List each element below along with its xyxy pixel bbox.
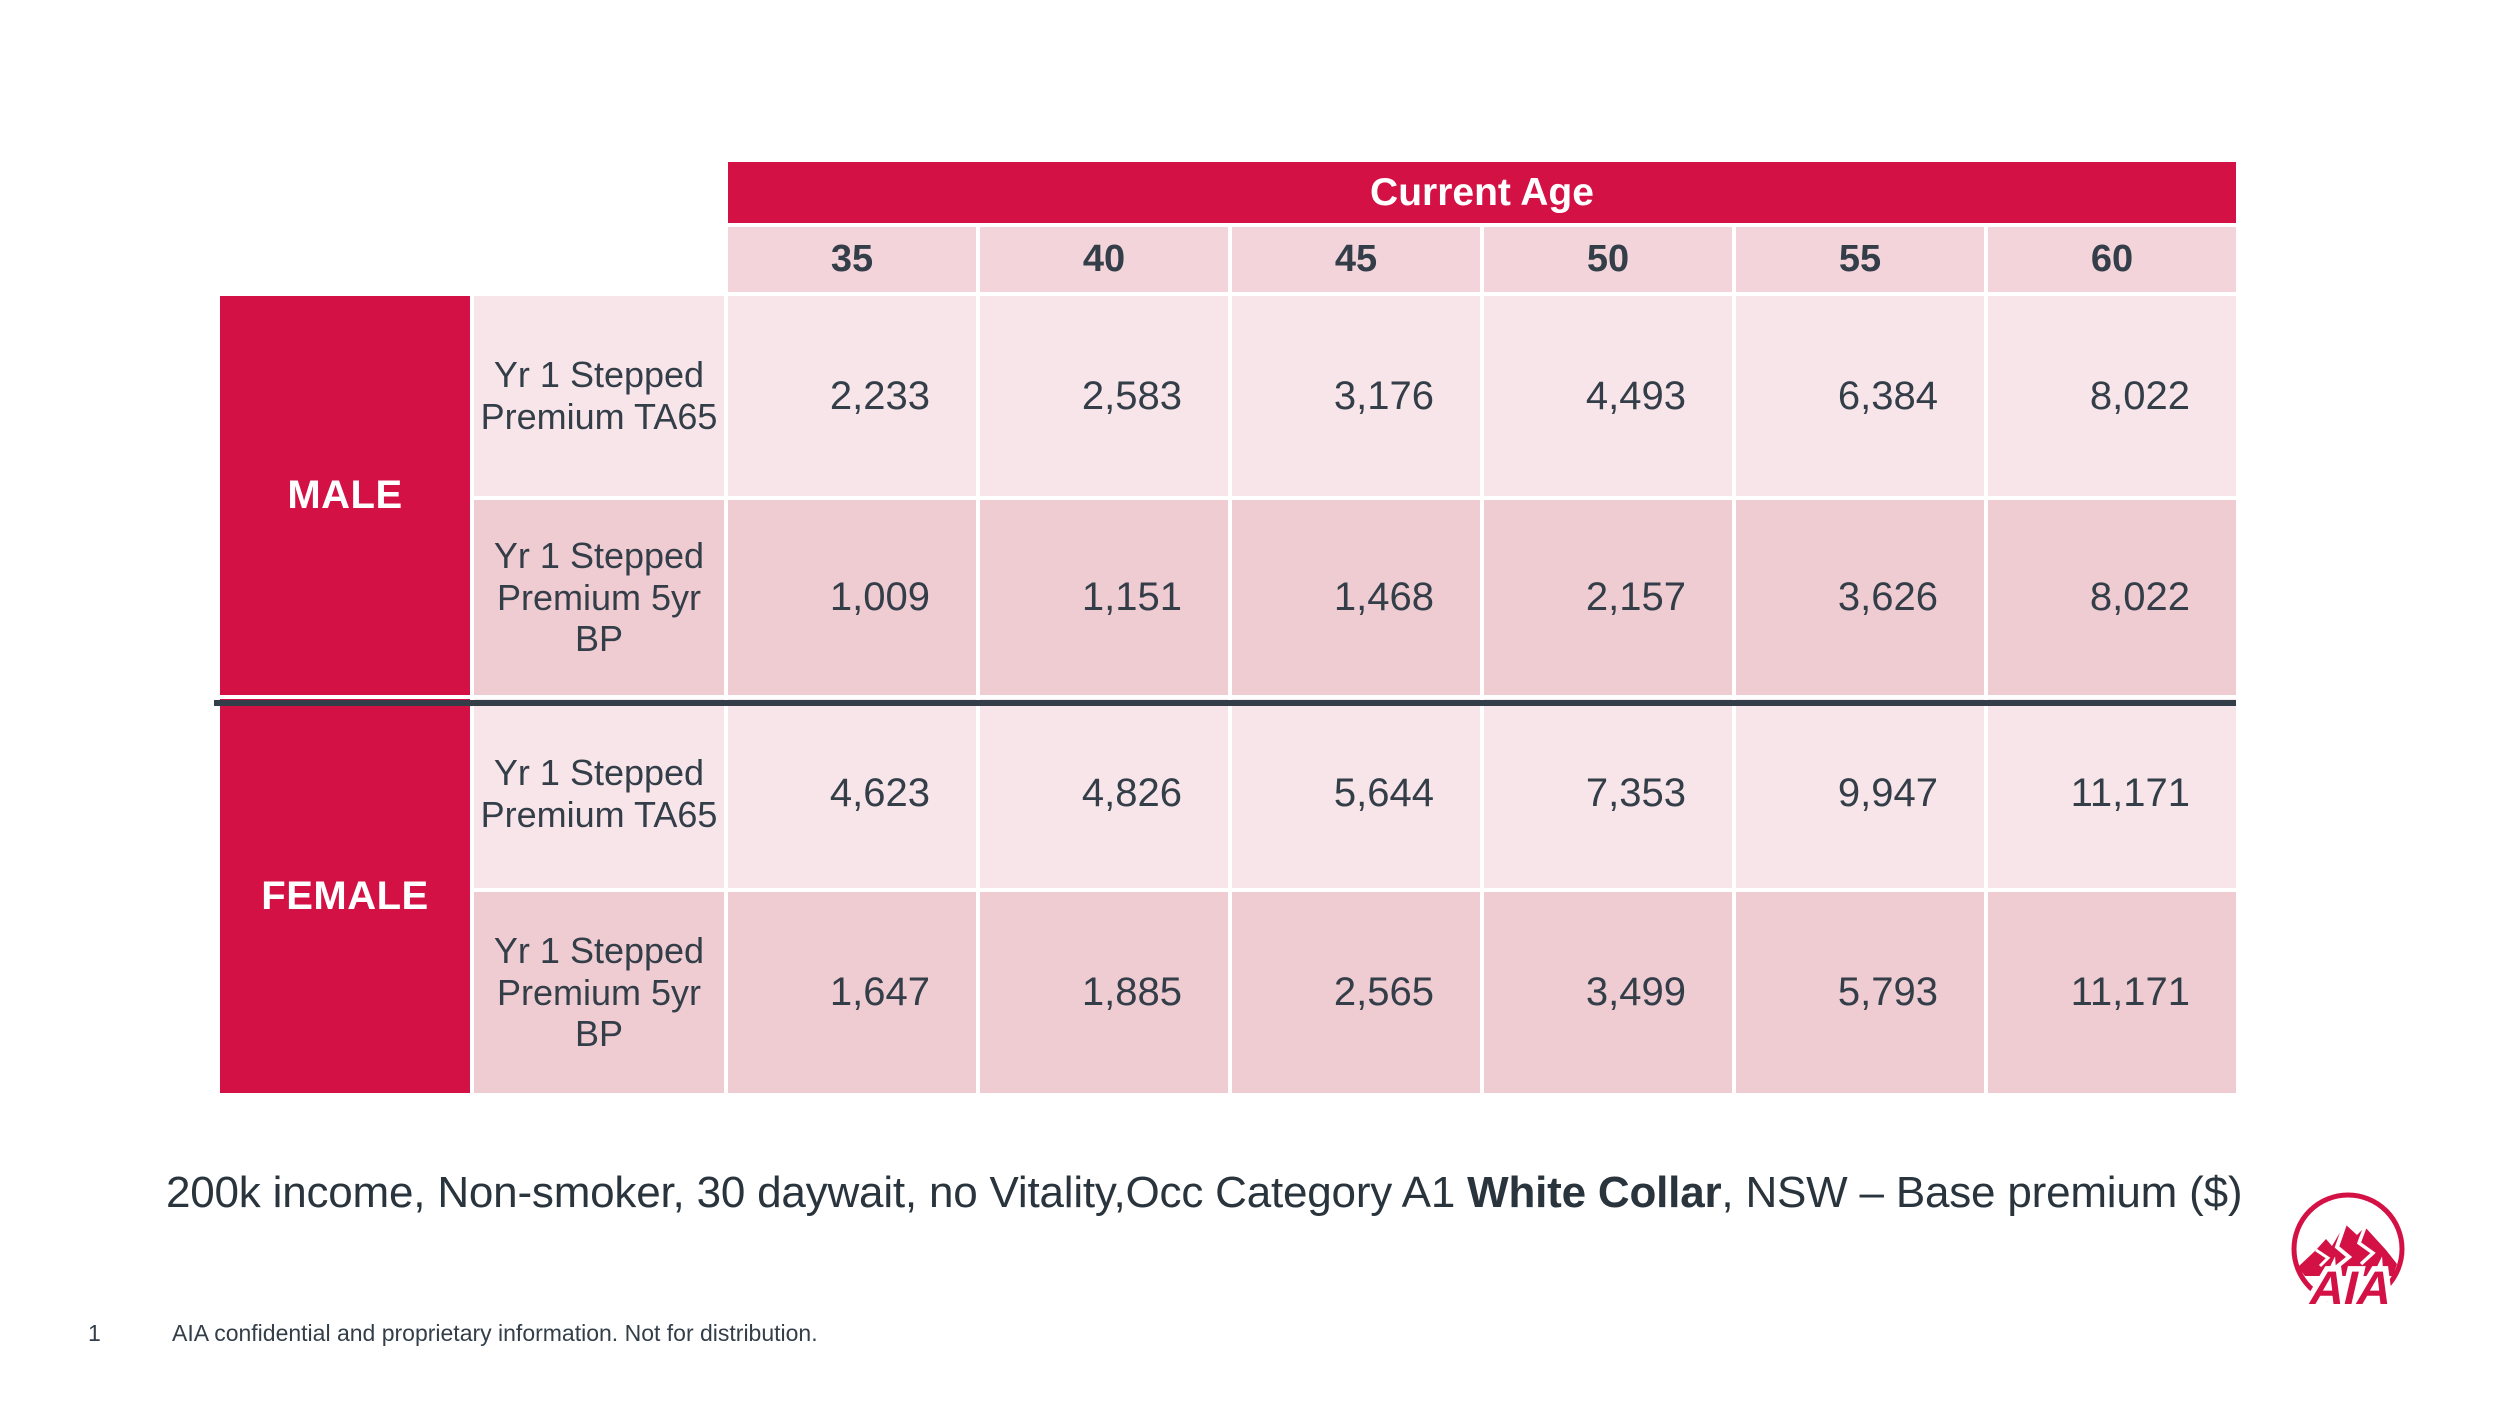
premium-value: 4,623 <box>728 699 976 888</box>
row-label: Yr 1 Stepped Premium TA65 <box>474 296 724 496</box>
premium-value: 1,647 <box>728 892 976 1093</box>
current-age-header: Current Age <box>728 162 2236 223</box>
premium-value: 4,826 <box>980 699 1228 888</box>
aia-logo: AIA <box>2283 1190 2413 1324</box>
age-column-header: 55 <box>1736 227 1984 292</box>
premium-value: 2,565 <box>1232 892 1480 1093</box>
assumptions-caption: 200k income, Non-smoker, 30 daywait, no … <box>166 1168 2286 1218</box>
blank-cell <box>220 227 470 292</box>
gender-cell-female: FEMALE <box>220 699 470 1093</box>
premium-value: 7,353 <box>1484 699 1732 888</box>
logo-ridge-icon <box>2315 1248 2331 1268</box>
blank-cell <box>474 227 724 292</box>
premium-value: 5,793 <box>1736 892 1984 1093</box>
premium-value: 1,468 <box>1232 500 1480 695</box>
row-label: Yr 1 Stepped Premium 5yr BP <box>474 892 724 1093</box>
gender-cell-male: MALE <box>220 296 470 695</box>
table-row: MALE Yr 1 Stepped Premium TA65 2,233 2,5… <box>220 296 2236 695</box>
table-row: Current Age <box>220 162 2236 223</box>
premium-value: 3,499 <box>1484 892 1732 1093</box>
premium-value: 4,493 <box>1484 296 1732 496</box>
caption-suffix: , NSW – Base premium ($) <box>1721 1168 2243 1217</box>
age-column-header: 45 <box>1232 227 1480 292</box>
age-column-header: 35 <box>728 227 976 292</box>
premium-value: 2,583 <box>980 296 1228 496</box>
logo-ridge-icon <box>2356 1226 2376 1266</box>
premium-value: 3,626 <box>1736 500 1984 695</box>
confidentiality-disclaimer: AIA confidential and proprietary informa… <box>172 1320 818 1346</box>
blank-cell <box>474 162 724 223</box>
row-label: Yr 1 Stepped Premium 5yr BP <box>474 500 724 695</box>
table-row: FEMALE Yr 1 Stepped Premium TA65 4,623 4… <box>220 699 2236 1093</box>
premium-value: 5,644 <box>1232 699 1480 888</box>
premium-value: 9,947 <box>1736 699 1984 888</box>
age-column-header: 40 <box>980 227 1228 292</box>
premium-table: Current Age 35 40 45 50 55 60 MALE Yr 1 … <box>216 158 2240 1097</box>
aia-logo-graphic: AIA <box>2291 1192 2405 1320</box>
page-number: 1 <box>88 1320 101 1346</box>
table-row: Yr 1 Stepped Premium 5yr BP 1,647 1,885 … <box>220 892 2236 1093</box>
row-label: Yr 1 Stepped Premium TA65 <box>474 699 724 888</box>
premium-value: 8,022 <box>1988 296 2236 496</box>
svg-text:AIA: AIA <box>2305 1263 2398 1315</box>
premium-value: 1,009 <box>728 500 976 695</box>
table-row: Yr 1 Stepped Premium 5yr BP 1,009 1,151 … <box>220 500 2236 695</box>
premium-value: 11,171 <box>1988 892 2236 1093</box>
table-row: 35 40 45 50 55 60 <box>220 227 2236 292</box>
premium-value: 11,171 <box>1988 699 2236 888</box>
caption-bold-white-collar: White Collar <box>1467 1168 1722 1217</box>
caption-prefix: 200k income, Non-smoker, 30 daywait, no … <box>166 1168 1468 1217</box>
premium-value: 8,022 <box>1988 500 2236 695</box>
logo-ridge-icon <box>2331 1223 2353 1272</box>
premium-value: 3,176 <box>1232 296 1480 496</box>
premium-value: 6,384 <box>1736 296 1984 496</box>
blank-cell <box>220 162 470 223</box>
premium-value: 2,233 <box>728 296 976 496</box>
logo-wordmark: AIA <box>2300 1257 2404 1320</box>
premium-value: 1,885 <box>980 892 1228 1093</box>
age-column-header: 50 <box>1484 227 1732 292</box>
premium-value: 2,157 <box>1484 500 1732 695</box>
male-female-divider-line <box>214 700 2236 706</box>
age-column-header: 60 <box>1988 227 2236 292</box>
premium-value: 1,151 <box>980 500 1228 695</box>
